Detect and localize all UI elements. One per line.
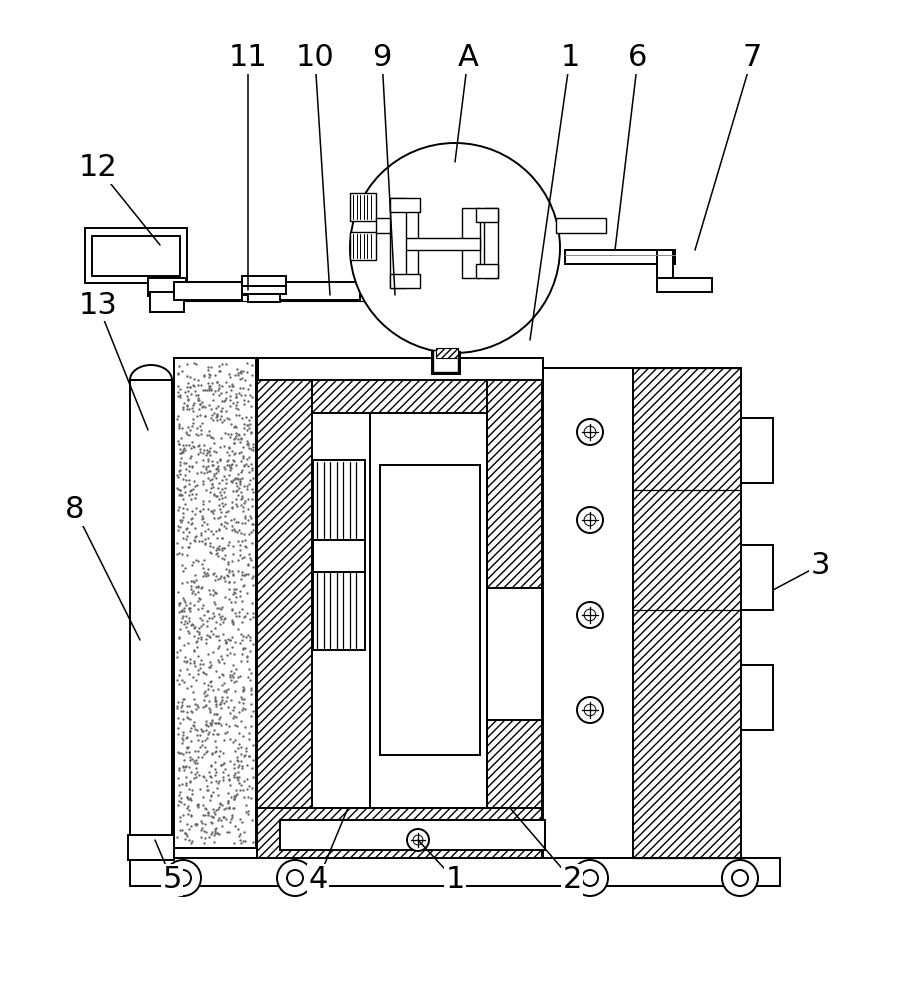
Bar xyxy=(433,350,458,372)
Circle shape xyxy=(407,829,429,851)
Text: 2: 2 xyxy=(563,865,582,894)
Text: 11: 11 xyxy=(229,43,267,73)
Circle shape xyxy=(572,860,608,896)
Bar xyxy=(400,208,418,278)
Bar xyxy=(462,208,480,278)
Circle shape xyxy=(277,860,313,896)
Bar xyxy=(313,540,365,572)
Bar xyxy=(185,283,380,297)
Bar xyxy=(370,413,487,808)
Bar xyxy=(432,352,460,374)
Bar xyxy=(390,274,420,288)
Bar xyxy=(390,198,420,212)
Circle shape xyxy=(413,835,423,845)
Bar xyxy=(350,193,376,221)
Text: 4: 4 xyxy=(308,865,327,894)
Text: 9: 9 xyxy=(373,43,392,73)
Bar xyxy=(242,276,286,286)
Bar xyxy=(543,368,633,858)
Circle shape xyxy=(165,860,201,896)
Bar xyxy=(92,236,180,276)
Bar xyxy=(487,720,542,858)
Bar xyxy=(185,295,380,301)
Circle shape xyxy=(577,602,603,628)
Circle shape xyxy=(582,870,598,886)
Bar xyxy=(313,460,365,540)
Bar xyxy=(484,208,498,278)
Bar xyxy=(128,835,174,860)
Bar xyxy=(633,368,741,858)
Bar xyxy=(476,208,498,222)
Bar xyxy=(350,232,376,260)
Bar xyxy=(476,264,498,278)
Circle shape xyxy=(577,419,603,445)
Bar xyxy=(85,228,187,283)
Circle shape xyxy=(287,870,303,886)
Bar xyxy=(400,238,480,250)
Bar xyxy=(556,218,606,233)
Text: 3: 3 xyxy=(810,550,830,580)
Text: 12: 12 xyxy=(78,153,117,182)
Circle shape xyxy=(732,870,748,886)
Bar xyxy=(248,282,280,302)
Bar xyxy=(130,380,172,860)
Bar xyxy=(242,286,286,294)
Bar xyxy=(565,250,675,264)
Bar xyxy=(741,665,773,730)
Bar xyxy=(148,278,186,296)
Bar xyxy=(174,358,256,848)
Text: 1: 1 xyxy=(560,43,580,73)
Text: 6: 6 xyxy=(628,43,648,73)
Circle shape xyxy=(584,704,596,716)
Bar xyxy=(313,570,365,650)
Bar xyxy=(257,358,542,858)
Text: 8: 8 xyxy=(65,495,85,524)
Bar xyxy=(390,198,406,288)
Circle shape xyxy=(577,697,603,723)
Circle shape xyxy=(584,609,596,621)
Bar xyxy=(436,348,458,358)
Bar xyxy=(280,820,545,850)
Bar xyxy=(657,278,712,292)
Text: 5: 5 xyxy=(163,865,182,894)
Bar xyxy=(741,418,773,483)
Bar xyxy=(657,250,673,282)
Circle shape xyxy=(350,143,560,353)
Circle shape xyxy=(175,870,191,886)
Bar xyxy=(380,465,480,755)
Bar xyxy=(257,808,542,858)
Bar xyxy=(312,413,487,808)
Circle shape xyxy=(577,507,603,533)
Text: 10: 10 xyxy=(295,43,335,73)
Bar xyxy=(257,358,542,413)
Bar xyxy=(150,292,184,312)
Bar xyxy=(257,358,312,858)
Bar xyxy=(258,358,543,380)
Bar xyxy=(280,282,360,300)
Bar xyxy=(130,858,780,886)
Bar xyxy=(487,358,542,588)
Circle shape xyxy=(584,514,596,526)
Text: 1: 1 xyxy=(445,865,464,894)
Circle shape xyxy=(584,426,596,438)
Bar xyxy=(741,545,773,610)
Bar xyxy=(174,282,242,300)
Text: 13: 13 xyxy=(78,290,117,320)
Circle shape xyxy=(722,860,758,896)
Text: A: A xyxy=(457,43,478,73)
Text: 7: 7 xyxy=(743,43,762,73)
Bar xyxy=(376,218,394,233)
Bar xyxy=(257,808,542,858)
